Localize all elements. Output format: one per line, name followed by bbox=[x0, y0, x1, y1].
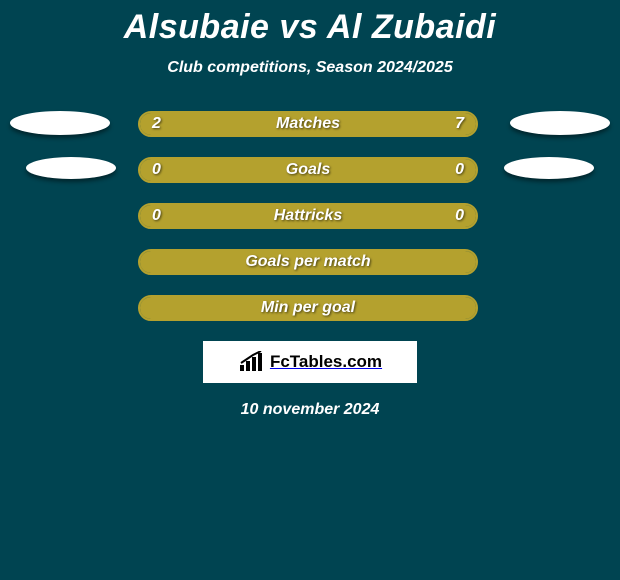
page-title: Alsubaie vs Al Zubaidi bbox=[0, 0, 620, 47]
comparison-card: Alsubaie vs Al Zubaidi Club competitions… bbox=[0, 0, 620, 580]
stat-bar: 0 0 Hattricks bbox=[138, 203, 478, 229]
stat-row-matches: 2 7 Matches bbox=[0, 111, 620, 137]
stat-row-goals-per-match: Goals per match bbox=[0, 249, 620, 275]
stat-label: Goals per match bbox=[140, 251, 476, 273]
brand-text: FcTables.com bbox=[270, 352, 382, 372]
date-caption: 10 november 2024 bbox=[0, 401, 620, 419]
stat-bar: Goals per match bbox=[138, 249, 478, 275]
stat-row-hattricks: 0 0 Hattricks bbox=[0, 203, 620, 229]
stat-bar: 0 0 Goals bbox=[138, 157, 478, 183]
stats-rows: 2 7 Matches 0 0 Goals 0 0 Hattricks bbox=[0, 111, 620, 321]
chart-icon bbox=[238, 351, 264, 373]
brand-link[interactable]: FcTables.com bbox=[203, 341, 417, 383]
subtitle: Club competitions, Season 2024/2025 bbox=[0, 59, 620, 77]
stat-label: Goals bbox=[140, 159, 476, 181]
stat-label: Hattricks bbox=[140, 205, 476, 227]
stat-bar: 2 7 Matches bbox=[138, 111, 478, 137]
stat-row-min-per-goal: Min per goal bbox=[0, 295, 620, 321]
player-right-oval-1 bbox=[510, 111, 610, 135]
stat-row-goals: 0 0 Goals bbox=[0, 157, 620, 183]
player-left-oval-1 bbox=[10, 111, 110, 135]
stat-bar: Min per goal bbox=[138, 295, 478, 321]
stat-label: Min per goal bbox=[140, 297, 476, 319]
stat-label: Matches bbox=[140, 113, 476, 135]
